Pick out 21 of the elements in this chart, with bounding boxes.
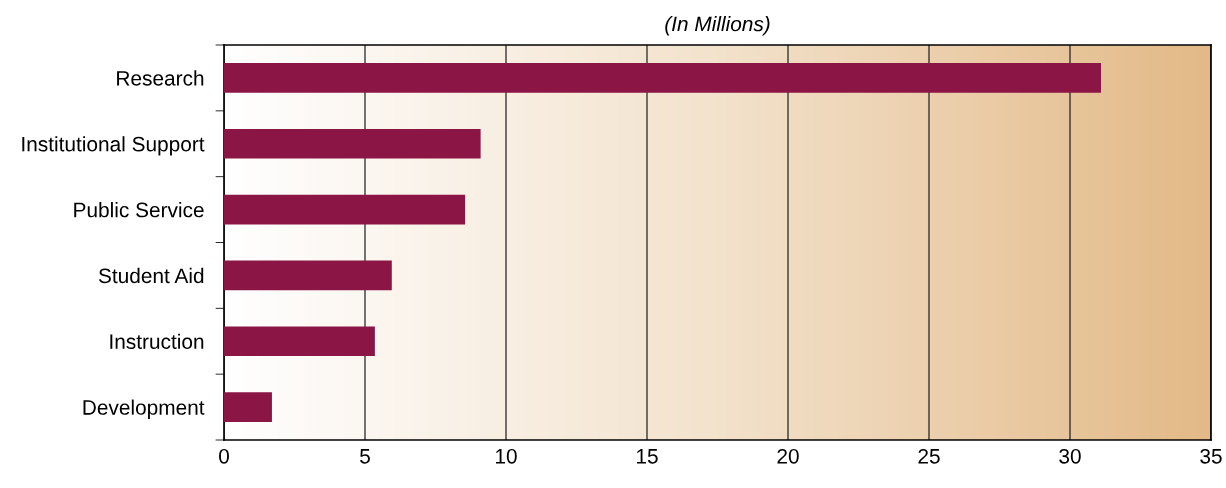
- y-tick-label: Institutional Support: [22, 136, 205, 156]
- y-tick-label: Student Aid: [98, 267, 204, 284]
- y-tick-label: Research: [117, 70, 204, 86]
- bar: [224, 194, 466, 225]
- x-tick-label: 25: [918, 448, 940, 464]
- bar: [224, 260, 392, 291]
- bar: [224, 392, 272, 422]
- x-tick-label: 30: [1059, 448, 1081, 464]
- bar: [224, 128, 481, 159]
- x-tick-label: 0: [219, 448, 229, 464]
- x-tick-label: 5: [360, 449, 370, 464]
- y-tick-label: Public Service: [74, 202, 204, 218]
- x-tick-label: 10: [496, 448, 517, 464]
- y-tick-label: Instruction: [110, 333, 204, 349]
- chart-title: (In Millions): [665, 16, 770, 36]
- x-tick-label: 20: [777, 448, 799, 464]
- x-tick-label: 35: [1200, 448, 1222, 464]
- bar: [224, 326, 375, 357]
- x-tick-label: 15: [637, 449, 658, 464]
- y-tick-label: Development: [83, 399, 205, 419]
- bar: [224, 63, 1102, 93]
